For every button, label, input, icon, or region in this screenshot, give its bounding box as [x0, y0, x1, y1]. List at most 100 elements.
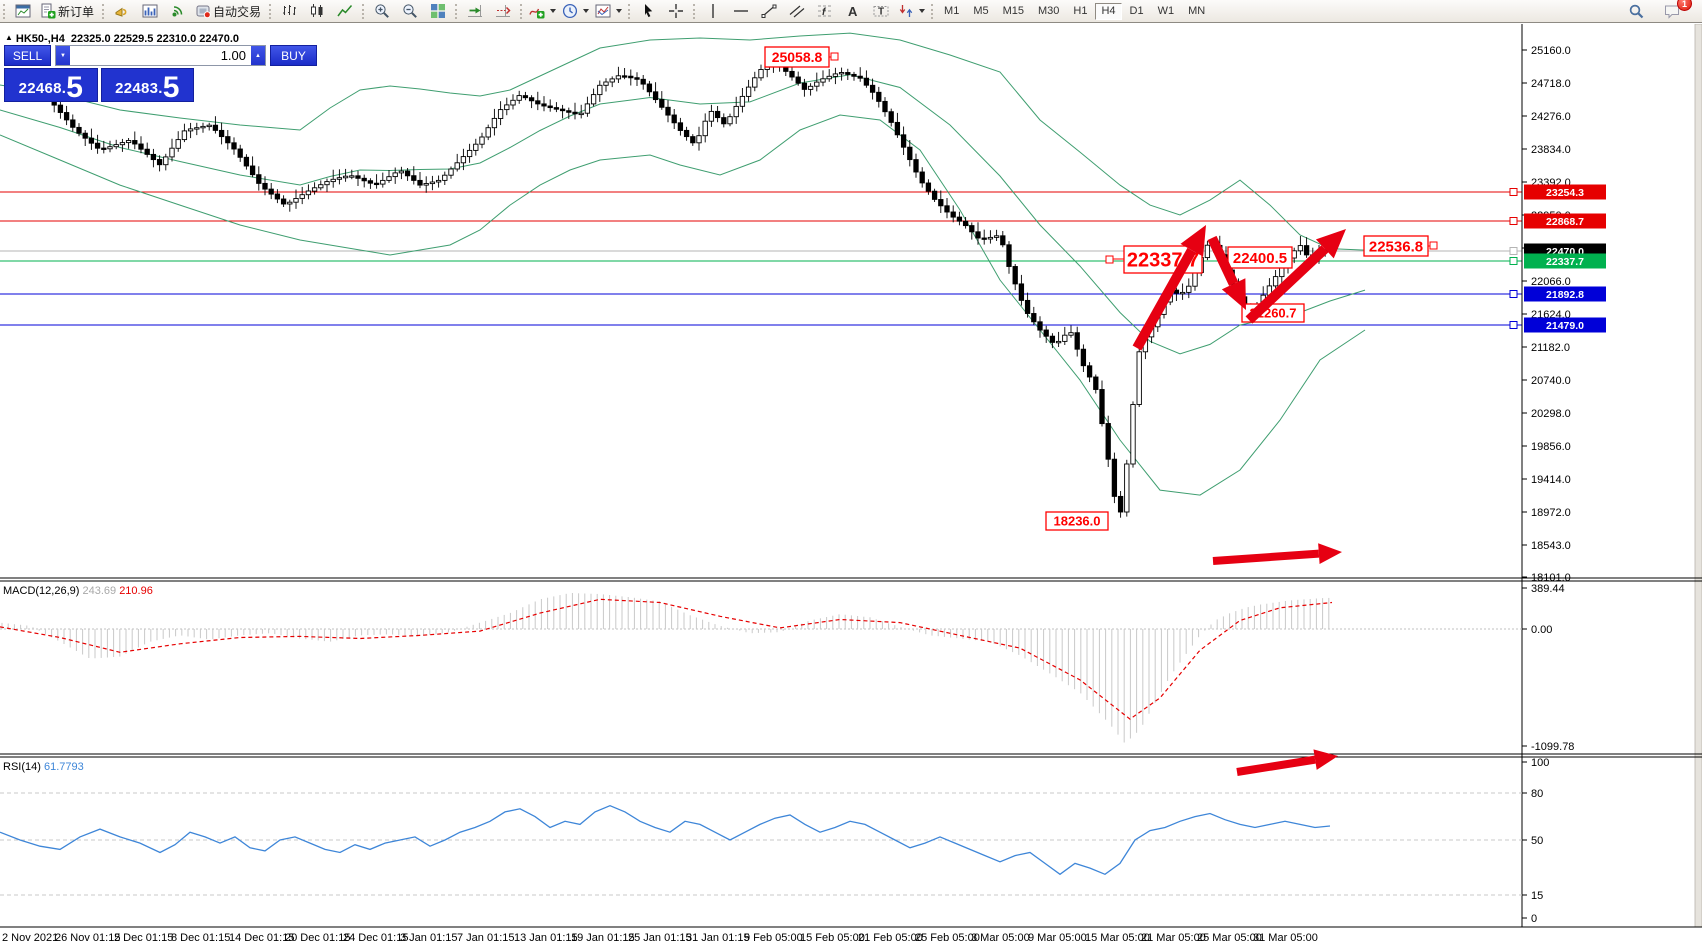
signals-button[interactable]: [164, 0, 192, 22]
toolbar-grip[interactable]: [693, 3, 696, 19]
cursor-icon: [645, 4, 653, 18]
timeframe-d1-button[interactable]: D1: [1129, 4, 1144, 17]
chart-title: ▲ HK50-,H4 22325.0 22529.5 22310.0 22470.0: [5, 33, 239, 45]
autotrading-button[interactable]: 自动交易: [192, 0, 266, 22]
line-chart-button[interactable]: [331, 0, 359, 22]
horn-icon: [115, 7, 127, 17]
svg-text:19856.0: 19856.0: [1531, 441, 1571, 453]
period-icon: [562, 3, 578, 19]
svg-text:A: A: [848, 4, 858, 19]
chat-button[interactable]: 1: [1658, 0, 1692, 22]
vertical-line-button[interactable]: [699, 0, 727, 22]
svg-text:15: 15: [1531, 890, 1543, 902]
label-button[interactable]: T: [867, 0, 895, 22]
history-icon: [142, 4, 158, 18]
periods-button[interactable]: [559, 0, 592, 22]
zoom-out-button[interactable]: [396, 0, 424, 22]
trendline-icon: [761, 4, 777, 18]
bollinger-middle-line: [0, 74, 1366, 355]
toolbar-grip[interactable]: [628, 3, 631, 19]
volume-decrease-button[interactable]: ▼: [56, 46, 70, 65]
indicators-button[interactable]: [526, 0, 559, 22]
toolbar-grip[interactable]: [102, 3, 105, 19]
timeframe-m5-button[interactable]: M5: [973, 4, 989, 17]
svg-text:21479.0: 21479.0: [1546, 320, 1584, 332]
svg-text:23254.3: 23254.3: [1546, 187, 1584, 199]
svg-text:389.44: 389.44: [1531, 583, 1565, 595]
timeframe-m15-button[interactable]: M15: [1002, 4, 1024, 17]
volume-increase-button[interactable]: ▲: [251, 46, 265, 65]
svg-text:0: 0: [1531, 913, 1537, 925]
zoom-in-icon: [375, 4, 389, 18]
channel-button[interactable]: [783, 0, 811, 22]
notification-badge: 1: [1677, 0, 1692, 11]
tile-windows-icon: [431, 4, 446, 18]
arrows-button[interactable]: [895, 0, 928, 22]
price-axis: 25160.024718.024276.023834.023392.022950…: [1522, 45, 1571, 584]
svg-text:21182.0: 21182.0: [1531, 342, 1570, 354]
toolbar-grip[interactable]: [931, 3, 934, 19]
shapes-icon: [899, 5, 913, 17]
trend-arrow-shaft: [1212, 549, 1320, 565]
toolbar-grip[interactable]: [455, 3, 458, 19]
bar-chart-button[interactable]: [275, 0, 303, 22]
history-center-button[interactable]: [136, 0, 164, 22]
buy-button[interactable]: BUY: [270, 45, 317, 66]
text-button[interactable]: A: [839, 0, 867, 22]
buy-price-display[interactable]: 22483. 5: [100, 68, 194, 102]
timeframe-w1-button[interactable]: W1: [1157, 4, 1175, 17]
chart-window-button[interactable]: [9, 0, 37, 22]
bollinger-upper-line: [0, 32, 1366, 251]
svg-text:0.00: 0.00: [1531, 624, 1552, 636]
search-button[interactable]: [1622, 0, 1650, 22]
toolbar-grip[interactable]: [362, 3, 365, 19]
zoom-in-button[interactable]: [368, 0, 396, 22]
trendline-button[interactable]: [755, 0, 783, 22]
trend-arrow-head: [1180, 225, 1206, 257]
new-order-button[interactable]: 新订单: [37, 0, 99, 22]
timeframe-h4-button[interactable]: H4: [1095, 2, 1122, 20]
fibonacci-button[interactable]: f: [811, 0, 839, 22]
crosshair-button[interactable]: [662, 0, 690, 22]
chart-symbol: HK50-,H4: [15, 33, 65, 45]
trend-arrows[interactable]: [1132, 225, 1346, 776]
candlestick-chart-button[interactable]: [303, 0, 331, 22]
svg-text:T: T: [878, 7, 884, 18]
sell-button[interactable]: SELL: [4, 45, 51, 66]
volume-field: ▼ ▲: [55, 45, 266, 66]
ohlc-marker-icon: ▲: [5, 33, 13, 42]
channel-icon: [789, 5, 805, 18]
macd-axis: 389.44 0.00 -1099.78: [1522, 583, 1574, 753]
macd-pane: [0, 593, 1522, 743]
chart-canvas[interactable]: 25160.024718.024276.023834.023392.022950…: [0, 24, 1702, 948]
auto-scroll-button[interactable]: [461, 0, 489, 22]
chart-shift-button[interactable]: [489, 0, 517, 22]
window-scrollbar[interactable]: [1694, 24, 1702, 928]
svg-text:24276.0: 24276.0: [1531, 111, 1571, 123]
svg-text:20 Dec 01:15: 20 Dec 01:15: [285, 932, 350, 944]
timeframe-m30-button[interactable]: M30: [1038, 4, 1060, 17]
toolbar-grip[interactable]: [269, 3, 272, 19]
autotrading-button-label: 自动交易: [213, 4, 262, 19]
horizontal-line-button[interactable]: [727, 0, 755, 22]
tile-windows-button[interactable]: [424, 0, 452, 22]
metaeditor-button[interactable]: [108, 0, 136, 22]
svg-text:9 Feb 05:00: 9 Feb 05:00: [744, 932, 803, 944]
svg-text:23834.0: 23834.0: [1531, 144, 1571, 156]
timeframe-m1-button[interactable]: M1: [944, 4, 960, 17]
trend-arrow-shaft: [1132, 247, 1197, 351]
rsi-line: [0, 804, 1331, 876]
toolbar-grip[interactable]: [520, 3, 523, 19]
timeframe-h1-button[interactable]: H1: [1073, 4, 1088, 17]
svg-text:19414.0: 19414.0: [1531, 474, 1571, 486]
cursor-button[interactable]: [634, 0, 662, 22]
volume-input[interactable]: [70, 46, 251, 65]
svg-text:18972.0: 18972.0: [1531, 507, 1571, 519]
templates-button[interactable]: [592, 0, 625, 22]
search-icon: [1629, 4, 1644, 19]
toolbar-grip[interactable]: [3, 3, 5, 19]
timeframe-mn-button[interactable]: MN: [1188, 4, 1206, 17]
sell-price-display[interactable]: 22468. 5: [4, 68, 98, 102]
svg-text:3 Jan 01:15: 3 Jan 01:15: [400, 932, 458, 944]
